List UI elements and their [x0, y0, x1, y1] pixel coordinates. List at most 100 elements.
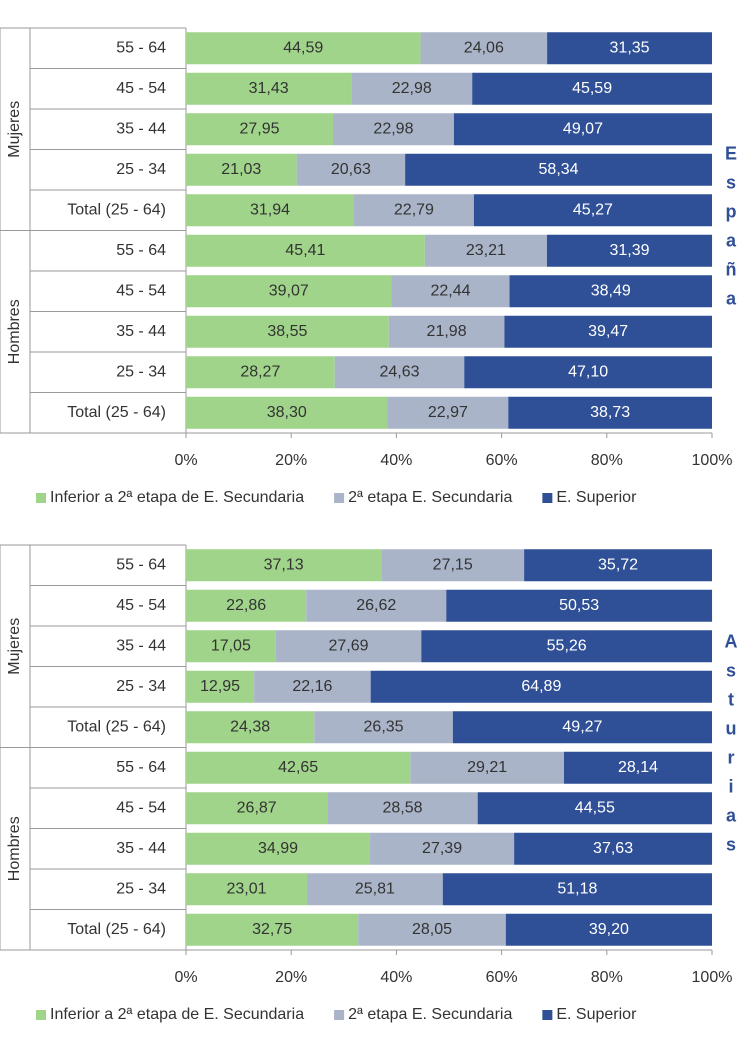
x-tick-label: 40% — [380, 969, 412, 986]
bar-segment — [186, 873, 308, 906]
legend-label: Inferior a 2ª etapa de E. Secundaria — [50, 1006, 304, 1023]
legend-swatch — [542, 1010, 553, 1020]
category-label: 45 - 54 — [116, 597, 166, 614]
legend-label: Inferior a 2ª etapa de E. Secundaria — [50, 489, 304, 506]
bar-segment — [442, 873, 712, 906]
legend-label: E. Superior — [556, 1006, 637, 1023]
bar-segment — [186, 751, 411, 784]
value-label: 17,05 — [211, 637, 251, 654]
bar-segment — [186, 113, 334, 146]
bar-segment — [186, 194, 355, 227]
x-tick-label: 20% — [275, 452, 307, 469]
value-label: 45,27 — [573, 201, 613, 218]
x-tick-label: 100% — [692, 452, 733, 469]
value-label: 27,69 — [328, 637, 368, 654]
x-tick-label: 80% — [591, 452, 623, 469]
legend-swatch — [334, 1010, 345, 1020]
region-label: Asturias — [721, 632, 741, 864]
bar-segment — [421, 630, 712, 663]
group-label: Hombres — [6, 299, 23, 364]
bar-segment — [334, 356, 465, 389]
legend-swatch — [36, 493, 46, 503]
bar-segment — [186, 32, 421, 65]
value-label: 23,01 — [226, 880, 266, 897]
bar-segment — [370, 670, 712, 703]
value-label: 64,89 — [521, 678, 561, 695]
bar-segment — [254, 670, 371, 703]
group-label: Mujeres — [6, 618, 23, 675]
value-label: 31,94 — [250, 201, 290, 218]
bar-segment — [424, 234, 547, 267]
category-label: 55 - 64 — [116, 39, 166, 56]
bar-segment — [509, 275, 712, 308]
bar-segment — [524, 549, 712, 582]
value-label: 37,63 — [593, 840, 633, 857]
value-label: 44,59 — [283, 39, 323, 56]
bar-segment — [186, 792, 328, 825]
value-label: 25,81 — [355, 880, 395, 897]
category-label: Total (25 - 64) — [67, 718, 166, 735]
value-label: 55,26 — [547, 637, 587, 654]
bar-segment — [387, 396, 509, 429]
category-label: 45 - 54 — [116, 799, 166, 816]
category-label: 55 - 64 — [116, 242, 166, 259]
bar-segment — [186, 630, 276, 663]
bar-segment — [296, 153, 406, 186]
bar-segment — [186, 275, 392, 308]
region-label: España — [721, 144, 741, 318]
value-label: 44,55 — [575, 799, 615, 816]
bar-segment — [473, 194, 712, 227]
value-label: 38,73 — [590, 404, 630, 421]
bar-segment — [186, 153, 297, 186]
bar-segment — [563, 751, 712, 784]
bar-segment — [391, 275, 510, 308]
value-label: 28,58 — [382, 799, 422, 816]
category-label: 25 - 34 — [116, 678, 166, 695]
value-label: 26,62 — [356, 597, 396, 614]
value-label: 49,27 — [562, 718, 602, 735]
bar-segment — [186, 356, 335, 389]
value-label: 27,95 — [239, 120, 279, 137]
value-label: 28,14 — [618, 759, 658, 776]
bar-segment — [186, 396, 388, 429]
bar-segment — [505, 913, 712, 946]
category-label: Total (25 - 64) — [67, 921, 166, 938]
value-label: 39,07 — [269, 282, 309, 299]
value-label: 21,03 — [221, 161, 261, 178]
bar-segment — [351, 72, 473, 105]
value-label: 28,05 — [412, 921, 452, 938]
x-tick-label: 40% — [380, 452, 412, 469]
value-label: 49,07 — [563, 120, 603, 137]
value-label: 47,10 — [568, 363, 608, 380]
bar-segment — [327, 792, 478, 825]
group-label: Hombres — [6, 816, 23, 881]
bar-segment — [354, 194, 474, 227]
value-label: 23,21 — [466, 242, 506, 259]
bar-segment — [186, 832, 371, 865]
bar-segment — [388, 315, 505, 348]
category-label: 25 - 34 — [116, 363, 166, 380]
legend-swatch — [36, 1010, 46, 1020]
category-label: 55 - 64 — [116, 556, 166, 573]
value-label: 38,49 — [591, 282, 631, 299]
bar-segment — [508, 396, 712, 429]
value-label: 27,15 — [433, 556, 473, 573]
bar-segment — [186, 711, 315, 744]
value-label: 58,34 — [539, 161, 579, 178]
bar-segment — [307, 873, 443, 906]
bar-segment — [452, 711, 712, 744]
group-label: Mujeres — [6, 101, 23, 158]
value-label: 37,13 — [264, 556, 304, 573]
x-tick-label: 100% — [692, 969, 733, 986]
value-label: 34,99 — [258, 840, 298, 857]
value-label: 39,47 — [588, 323, 628, 340]
bar-segment — [446, 589, 713, 622]
bar-segment — [420, 32, 548, 65]
x-tick-label: 60% — [486, 452, 518, 469]
x-tick-label: 20% — [275, 969, 307, 986]
bar-segment — [453, 113, 712, 146]
value-label: 24,38 — [230, 718, 270, 735]
value-label: 22,86 — [226, 597, 266, 614]
